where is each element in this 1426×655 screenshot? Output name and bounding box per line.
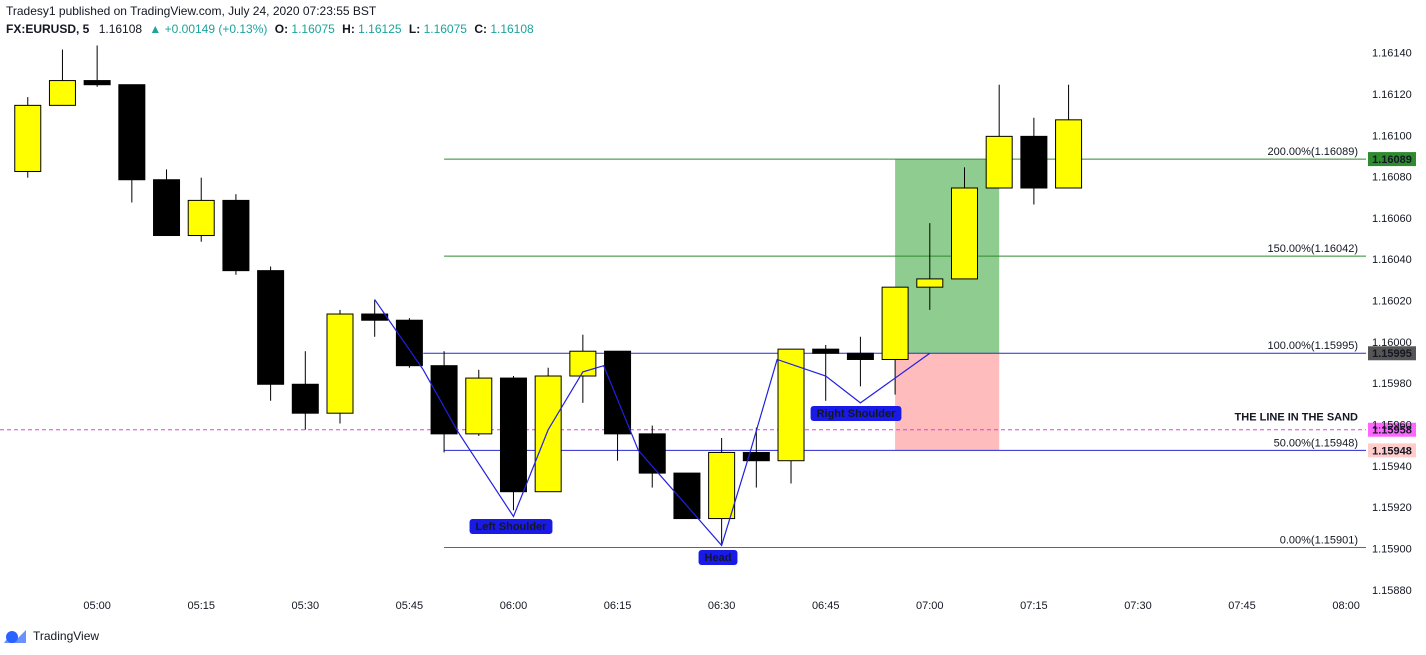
candle-body <box>638 433 666 474</box>
candle-body <box>361 313 389 321</box>
annotation-box <box>698 550 738 565</box>
candle-body <box>14 104 42 172</box>
candle-body <box>1020 135 1048 189</box>
y-tick-label: 1.16080 <box>1372 172 1412 184</box>
price-tag-label: 1.16089 <box>1372 154 1412 166</box>
price-tag <box>1368 152 1416 167</box>
y-tick-label: 1.15880 <box>1372 585 1412 597</box>
x-tick-label: 05:45 <box>396 600 424 612</box>
price-tag <box>1368 443 1416 458</box>
level-label: 0.00%(1.15901) <box>1280 534 1358 546</box>
candle-body <box>257 270 285 385</box>
x-tick-label: 08:00 <box>1332 600 1360 612</box>
price-change: ▲ +0.00149 (+0.13%) <box>149 22 267 36</box>
annotation-label: Right Shoulder <box>817 408 897 420</box>
candle-body <box>153 179 181 237</box>
brand-logo <box>4 630 26 643</box>
symbol-line: FX:EURUSD, 5 1.16108 ▲ +0.00149 (+0.13%)… <box>6 22 534 36</box>
annotation-box <box>469 519 553 534</box>
candle-body <box>1055 119 1083 189</box>
x-tick-label: 06:15 <box>604 600 632 612</box>
candle-body <box>812 348 840 354</box>
y-tick-label: 1.15900 <box>1372 543 1412 555</box>
price-tag-label: 1.15958 <box>1372 425 1412 437</box>
candle-body <box>465 377 493 435</box>
y-tick-label: 1.16140 <box>1372 48 1412 60</box>
candle-body <box>846 352 874 360</box>
ohlc-value: 1.16125 <box>358 22 402 36</box>
x-tick-label: 06:30 <box>708 600 736 612</box>
candle-body <box>326 313 354 414</box>
candle-body <box>187 199 215 237</box>
candle-body <box>534 375 562 493</box>
price-tag-label: 1.15948 <box>1372 445 1412 457</box>
y-tick-label: 1.16040 <box>1372 254 1412 266</box>
level-label: 200.00%(1.16089) <box>1267 146 1358 158</box>
candle-body <box>48 80 76 106</box>
ohlc-label: C: <box>474 22 487 36</box>
candle-body <box>291 383 319 414</box>
x-tick-label: 07:30 <box>1124 600 1152 612</box>
candle-body <box>777 348 805 462</box>
candle-body <box>395 319 423 367</box>
level-label: THE LINE IN THE SAND <box>1235 412 1359 424</box>
level-label: 50.00%(1.15948) <box>1274 437 1358 449</box>
candle-body <box>742 451 770 462</box>
ohlc-value: 1.16075 <box>291 22 335 36</box>
candle-body <box>708 451 736 520</box>
annotation-box <box>810 406 902 421</box>
plot <box>0 45 1366 548</box>
annotation-label: Head <box>705 552 732 564</box>
price-tag <box>1368 346 1416 361</box>
candle-body <box>83 80 111 86</box>
ohlc-value: 1.16108 <box>490 22 534 36</box>
level-label: 150.00%(1.16042) <box>1267 243 1358 255</box>
level-label: 100.00%(1.15995) <box>1267 340 1358 352</box>
annotation-label: Left Shoulder <box>476 521 548 533</box>
candle-body <box>222 199 250 272</box>
y-tick-label: 1.16000 <box>1372 337 1412 349</box>
loss-zone <box>895 353 1000 451</box>
annotation: Left Shoulder <box>469 519 553 534</box>
x-tick-label: 06:45 <box>812 600 840 612</box>
price-tag <box>1368 422 1416 437</box>
y-tick-label: 1.15940 <box>1372 461 1412 473</box>
ohlc-label: O: <box>275 22 288 36</box>
brand: TradingView <box>33 629 99 643</box>
ohlc-label: L: <box>409 22 420 36</box>
y-tick-label: 1.15960 <box>1372 419 1412 431</box>
chart-title: Tradesy1 published on TradingView.com, J… <box>6 4 377 18</box>
ohlc-label: H: <box>342 22 355 36</box>
annotation: Head <box>698 550 738 565</box>
price-tag-label: 1.15995 <box>1372 348 1412 360</box>
annotation: Right Shoulder <box>810 406 902 421</box>
last-price: 1.16108 <box>99 22 143 36</box>
candle-body <box>916 278 944 288</box>
x-tick-label: 05:15 <box>187 600 215 612</box>
y-tick-label: 1.16020 <box>1372 296 1412 308</box>
candle-body <box>118 84 146 181</box>
ohlc-value: 1.16075 <box>424 22 468 36</box>
pattern-line <box>374 299 931 547</box>
x-tick-label: 06:00 <box>500 600 528 612</box>
candle-body <box>499 377 527 493</box>
candle-body <box>569 350 597 377</box>
y-tick-label: 1.15980 <box>1372 378 1412 390</box>
y-tick-label: 1.15920 <box>1372 502 1412 514</box>
candle-body <box>950 187 978 280</box>
x-tick-label: 05:30 <box>292 600 320 612</box>
x-tick-label: 07:45 <box>1228 600 1256 612</box>
x-tick-label: 07:15 <box>1020 600 1048 612</box>
candle-body <box>881 286 909 360</box>
y-tick-label: 1.16060 <box>1372 213 1412 225</box>
candle-body <box>985 135 1013 189</box>
symbol: FX:EURUSD, 5 <box>6 22 90 36</box>
x-tick-label: 05:00 <box>83 600 111 612</box>
x-tick-label: 07:00 <box>916 600 944 612</box>
y-tick-label: 1.16120 <box>1372 89 1412 101</box>
y-tick-label: 1.16100 <box>1372 130 1412 142</box>
